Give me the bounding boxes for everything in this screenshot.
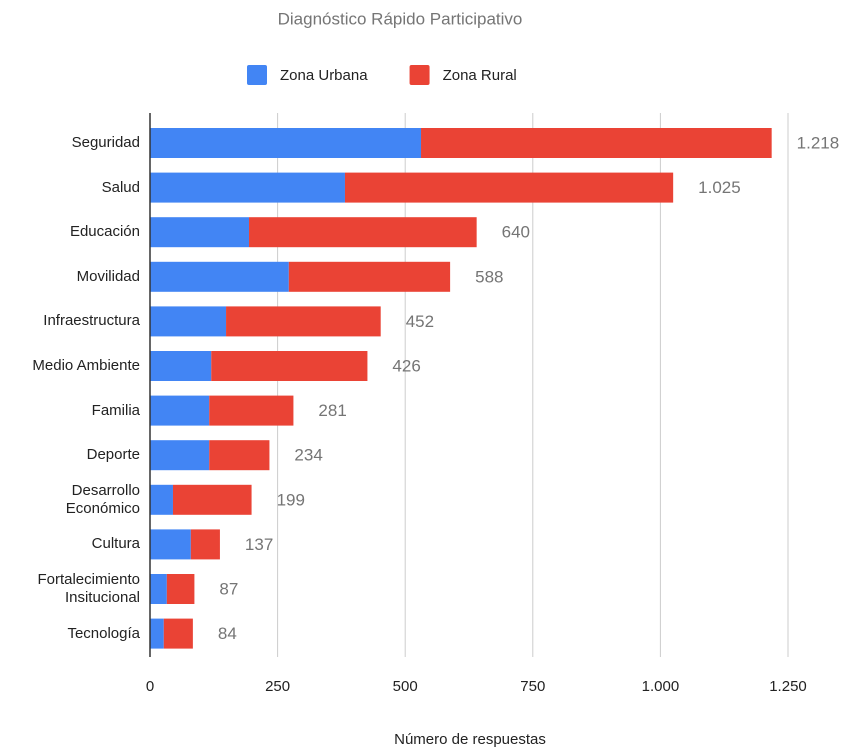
- bar-segment: [209, 440, 270, 471]
- x-tick-label: 500: [393, 678, 418, 695]
- category-label: Movilidad: [76, 267, 140, 285]
- bar-segment: [150, 351, 212, 381]
- x-tick-label: 1.000: [642, 678, 680, 695]
- bar-segment: [172, 484, 252, 515]
- x-tick-label: 1.250: [769, 678, 807, 695]
- total-label: 588: [475, 267, 503, 286]
- bar-segment: [150, 618, 164, 649]
- category-label: Seguridad: [71, 134, 140, 151]
- bar-segment: [150, 306, 227, 337]
- bar-segment: [150, 484, 173, 515]
- total-label: 137: [245, 535, 273, 554]
- bar-segment: [150, 261, 289, 292]
- x-tick-label: 250: [265, 678, 290, 695]
- total-label: 426: [392, 356, 420, 375]
- bar-segment: [288, 261, 451, 292]
- bar-segment: [150, 440, 210, 471]
- x-axis-title: Número de respuestas: [394, 731, 546, 748]
- legend-swatch: [409, 65, 430, 85]
- category-label: Tecnología: [67, 624, 140, 642]
- category-label: Desarrollo Económico: [65, 481, 140, 517]
- category-label: Infraestructura: [43, 312, 140, 330]
- bar-segment: [150, 395, 210, 426]
- total-label: 84: [218, 624, 237, 643]
- bar-segment: [150, 172, 345, 203]
- category-label: Cultura: [91, 535, 140, 553]
- bar-segment: [163, 618, 193, 649]
- x-tick-label: 750: [520, 678, 545, 695]
- legend-label: Zona Rural: [443, 67, 517, 84]
- total-label: 1.218: [797, 133, 840, 152]
- bar-segment: [209, 395, 294, 426]
- total-label: 199: [277, 490, 305, 509]
- total-label: 452: [406, 312, 434, 331]
- category-label: Salud: [101, 178, 140, 196]
- bar-segment: [150, 574, 167, 604]
- category-label: Fortalecimiento Insitucional: [37, 571, 140, 606]
- category-label: Medio Ambiente: [32, 357, 140, 374]
- chart-title: Diagnóstico Rápido Participativo: [278, 9, 523, 28]
- total-label: 1.025: [698, 178, 741, 197]
- bar-segment: [150, 529, 191, 560]
- bar-segment: [150, 217, 250, 248]
- bar-segment: [150, 128, 422, 158]
- total-label: 640: [502, 223, 530, 242]
- category-label: Educación: [69, 223, 140, 241]
- x-tick-label: 0: [146, 678, 154, 695]
- bar-segment: [190, 529, 220, 560]
- bar-segment: [421, 128, 772, 158]
- total-label: 87: [219, 579, 238, 598]
- category-label: Familia: [91, 401, 140, 419]
- total-label: 234: [294, 446, 322, 465]
- bar-segment: [211, 351, 368, 381]
- bar-segment: [249, 217, 477, 248]
- legend-label: Zona Urbana: [280, 67, 368, 84]
- total-label: 281: [318, 401, 346, 420]
- category-label: Deporte: [86, 446, 140, 464]
- bar-segment: [226, 306, 381, 337]
- bar-segment: [344, 172, 674, 203]
- bar-segment: [166, 574, 195, 604]
- legend-swatch: [247, 65, 267, 85]
